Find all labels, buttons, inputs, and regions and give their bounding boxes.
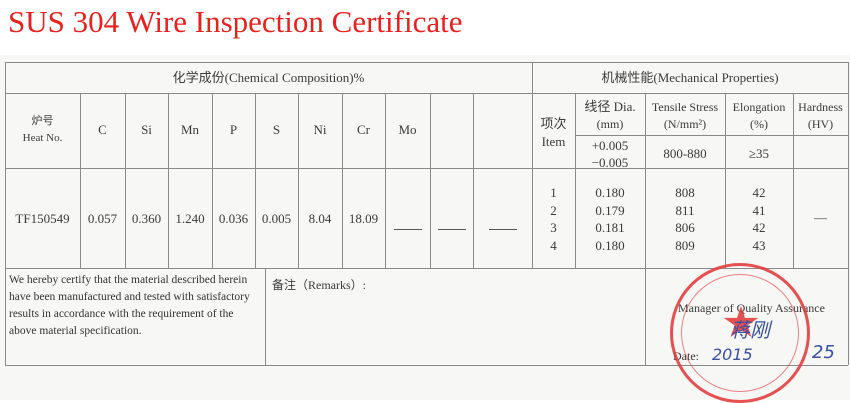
- chem-value: 0.005: [261, 211, 292, 226]
- elongation-unit: (%): [750, 117, 768, 131]
- item-number: 3: [550, 220, 557, 235]
- dia-value: 0.180: [595, 237, 625, 253]
- chem-value: 1.240: [175, 211, 205, 226]
- item-label: Item: [541, 134, 566, 149]
- elongation-value: 41: [752, 202, 766, 218]
- chem-col-header: Ni: [313, 122, 327, 137]
- chem-value: 0.360: [131, 211, 162, 226]
- tensile-spec: 800-880: [663, 146, 707, 161]
- elongation-spec: ≥35: [748, 146, 770, 161]
- chem-value-empty: [488, 229, 517, 230]
- mechanical-properties-header: 机械性能(Mechanical Properties): [601, 70, 779, 85]
- dia-tolerance-minus: −0.005: [591, 155, 629, 170]
- date-year: 2015: [712, 345, 753, 364]
- tensile-value: 809: [675, 237, 695, 253]
- chem-col-header: P: [229, 122, 238, 137]
- tensile-value: 808: [675, 185, 695, 200]
- heat-no-label: Heat No.: [22, 132, 63, 144]
- item-label-cn: 项次: [540, 116, 567, 131]
- chemical-composition-header: 化学成份(Chemical Composition)%: [172, 70, 365, 85]
- heat-no-label-cn: 炉号: [31, 115, 54, 127]
- chem-col-header: Cr: [357, 122, 370, 137]
- document-title: SUS 304 Wire Inspection Certificate: [8, 4, 463, 39]
- chem-value: 8.04: [308, 211, 332, 226]
- elongation-value: 43: [752, 237, 766, 253]
- elongation-value: 42: [752, 185, 766, 200]
- hardness-label: Hardness: [798, 100, 843, 114]
- tensile-label: Tensile Stress: [651, 100, 719, 114]
- item-number: 2: [550, 202, 557, 218]
- heat-no-value: TF150549: [15, 211, 70, 226]
- hardness-unit: (HV): [807, 117, 834, 131]
- hardness-value: —: [814, 210, 827, 225]
- item-number: 1: [550, 185, 557, 200]
- chem-value: 0.057: [87, 211, 118, 226]
- tensile-unit: (N/mm²): [663, 117, 707, 131]
- certify-line: have been manufactured and tested with s…: [9, 291, 250, 303]
- chem-value-empty: [393, 229, 422, 230]
- elongation-label: Elongation: [732, 100, 786, 114]
- tensile-value: 806: [675, 220, 695, 235]
- chem-value: 0.036: [218, 211, 249, 226]
- certify-line: results in accordance with the requireme…: [9, 308, 234, 320]
- dia-value: 0.180: [595, 185, 625, 200]
- tensile-value: 811: [675, 202, 695, 218]
- chem-col-header: S: [272, 122, 281, 137]
- dia-label: 线径 Dia.: [584, 99, 636, 114]
- dia-value: 0.179: [595, 202, 625, 218]
- certificate-table: 化学成份(Chemical Composition)% 机械性能(Mechani…: [0, 55, 850, 400]
- date-day: 25: [812, 342, 835, 363]
- dia-tolerance-plus: +0.005: [591, 138, 629, 153]
- certify-line: We hereby certify that the material desc…: [9, 274, 248, 286]
- certification-statement: We hereby certify that the material desc…: [9, 272, 250, 340]
- chem-col-header: C: [98, 122, 107, 137]
- remarks-label: 备注（Remarks）:: [272, 278, 366, 292]
- chem-value: 18.09: [348, 211, 379, 226]
- dia-value: 0.181: [595, 220, 625, 235]
- item-number: 4: [550, 237, 557, 253]
- certify-line: above material specification.: [9, 325, 142, 337]
- chem-col-header: Si: [141, 122, 152, 137]
- elongation-value: 42: [752, 220, 766, 235]
- dia-unit: (mm): [596, 117, 624, 131]
- chem-col-header: Mo: [398, 122, 417, 137]
- chem-col-header: Mn: [180, 122, 200, 137]
- signature: 蒋刚: [730, 318, 770, 342]
- chem-value-empty: [437, 229, 466, 230]
